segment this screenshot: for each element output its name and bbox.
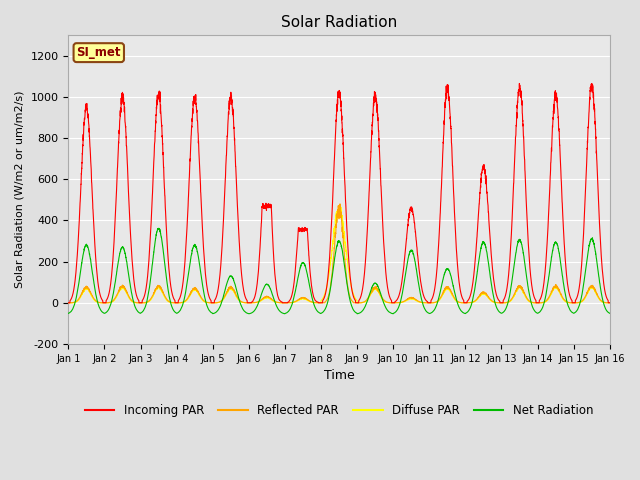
Legend: Incoming PAR, Reflected PAR, Diffuse PAR, Net Radiation: Incoming PAR, Reflected PAR, Diffuse PAR… [80,399,598,421]
Title: Solar Radiation: Solar Radiation [281,15,397,30]
Text: SI_met: SI_met [77,46,121,59]
Y-axis label: Solar Radiation (W/m2 or um/m2/s): Solar Radiation (W/m2 or um/m2/s) [15,91,25,288]
X-axis label: Time: Time [324,369,355,382]
